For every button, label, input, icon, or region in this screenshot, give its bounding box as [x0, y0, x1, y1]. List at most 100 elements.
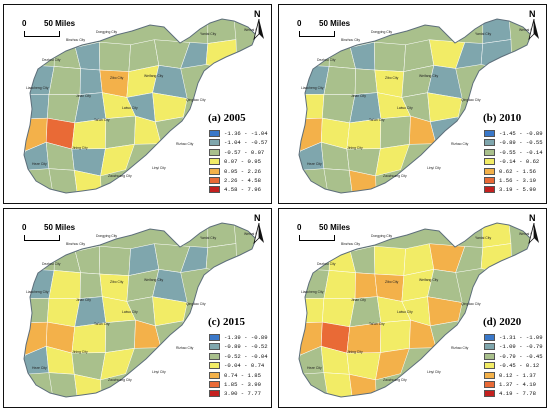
- city-label: Tai'an City: [369, 118, 385, 122]
- legend-label: -0.52 - -0.04: [224, 352, 268, 360]
- county-region: [482, 19, 512, 44]
- county-region: [328, 242, 356, 273]
- legend-swatch: [484, 362, 495, 370]
- county-region: [48, 270, 81, 299]
- legend-label: 3.90 - 7.77: [224, 390, 261, 398]
- county-region: [47, 298, 81, 328]
- county-region: [380, 319, 411, 353]
- province-outline: [23, 18, 257, 194]
- scale-bar-line: [299, 235, 335, 241]
- legend-label: 0.95 - 2.26: [224, 167, 261, 175]
- city-label: Dongying City: [96, 234, 117, 238]
- scale-bar-zero: 0: [297, 223, 302, 232]
- city-label: Binzhou City: [341, 242, 360, 246]
- scale-bar-label: 50 Miles: [44, 223, 76, 232]
- legend-label: -0.45 - 0.12: [499, 362, 540, 370]
- city-label: Rizhao City: [451, 346, 469, 350]
- city-label: Weifang City: [144, 278, 163, 282]
- city-label: Yantai City: [475, 32, 491, 36]
- legend-label: -1.45 - -0.89: [499, 130, 543, 137]
- city-label: Jinan City: [351, 94, 366, 98]
- city-label: Linyi City: [427, 370, 441, 374]
- legend-label: 4.19 - 7.78: [499, 390, 536, 398]
- county-map: Binzhou City Dongying City Dezhou City Liao…: [298, 222, 536, 398]
- city-label: Rizhao City: [176, 346, 194, 350]
- legend-swatch: [209, 352, 220, 360]
- legend-swatch: [209, 380, 220, 388]
- county-region: [322, 298, 356, 328]
- legend-swatch: [209, 167, 220, 175]
- city-label: Jinan City: [351, 298, 366, 302]
- city-label: Yantai City: [475, 236, 491, 240]
- city-label: Tai'an City: [369, 322, 385, 326]
- city-label: Liaocheng City: [26, 290, 49, 294]
- city-label: Qingdao City: [461, 98, 481, 102]
- county-region: [48, 66, 81, 95]
- city-label: Zibo City: [385, 280, 399, 284]
- scale-bar-zero: 0: [22, 19, 27, 28]
- county-region: [71, 322, 107, 354]
- legend-swatch: [484, 371, 495, 379]
- north-arrow-icon: [528, 223, 539, 245]
- legend-swatch: [484, 139, 495, 147]
- city-label: Qingdao City: [186, 98, 206, 102]
- panel-title: (b) 2010: [483, 112, 522, 124]
- county-region: [323, 270, 356, 299]
- legend-label: -0.57 - 0.07: [224, 148, 265, 156]
- north-arrow-label: N: [529, 213, 536, 223]
- city-label: Laiwu City: [397, 310, 413, 314]
- city-label: Weifang City: [419, 278, 438, 282]
- city-label: Zaozhuang City: [383, 378, 407, 382]
- map-panel-2020: Binzhou City Dongying City Dezhou City Liao…: [278, 208, 547, 408]
- city-label: Jining City: [347, 350, 363, 354]
- city-label: Laiwu City: [397, 106, 413, 110]
- county-region: [299, 298, 325, 324]
- county-region: [323, 168, 353, 193]
- legend-swatch: [484, 176, 495, 184]
- city-label: Laiwu City: [122, 106, 138, 110]
- city-label: Jinan City: [76, 94, 91, 98]
- legend-label: 0.74 - 1.85: [224, 371, 261, 379]
- county-region: [374, 41, 406, 72]
- legend-swatch: [484, 352, 495, 360]
- county-region: [48, 168, 78, 193]
- county-map: Binzhou City Dongying City Dezhou City Liao…: [298, 18, 536, 194]
- county-region: [322, 94, 356, 124]
- legend-swatch: [484, 390, 495, 398]
- city-label: Qingdao City: [186, 302, 206, 306]
- county-region: [105, 115, 136, 149]
- city-label: Zaozhuang City: [108, 174, 132, 178]
- county-region: [346, 322, 382, 354]
- counties: [24, 223, 256, 397]
- city-label: Binzhou City: [341, 38, 360, 42]
- legend-swatch: [484, 334, 495, 341]
- north-arrow-label: N: [254, 213, 261, 223]
- city-label: Weifang City: [419, 74, 438, 78]
- scale-bar-zero: 0: [22, 223, 27, 232]
- county-region: [100, 347, 135, 381]
- county-region: [328, 38, 356, 69]
- county-map: Binzhou City Dongying City Dezhou City Liao…: [23, 222, 261, 398]
- legend-swatch: [484, 158, 495, 166]
- city-label: Jining City: [347, 146, 363, 150]
- city-label: Heze City: [32, 162, 47, 166]
- county-region: [207, 19, 237, 44]
- legend-swatch: [209, 334, 220, 341]
- legend-label: -0.04 - 0.74: [224, 362, 265, 370]
- city-label: Linyi City: [427, 166, 441, 170]
- city-label: Laiwu City: [122, 310, 138, 314]
- legend-swatch: [484, 380, 495, 388]
- county-region: [374, 245, 406, 276]
- scale-bar-label: 50 Miles: [44, 19, 76, 28]
- city-label: Jining City: [72, 146, 88, 150]
- city-label: Liaocheng City: [26, 86, 49, 90]
- county-region: [482, 223, 512, 248]
- legend-swatch: [209, 148, 220, 156]
- county-region: [100, 143, 135, 177]
- legend-swatch: [209, 371, 220, 379]
- legend-swatch: [484, 130, 495, 137]
- city-label: Binzhou City: [66, 38, 85, 42]
- city-label: Liaocheng City: [301, 290, 324, 294]
- county-region: [299, 94, 325, 120]
- north-arrow-label: N: [529, 9, 536, 19]
